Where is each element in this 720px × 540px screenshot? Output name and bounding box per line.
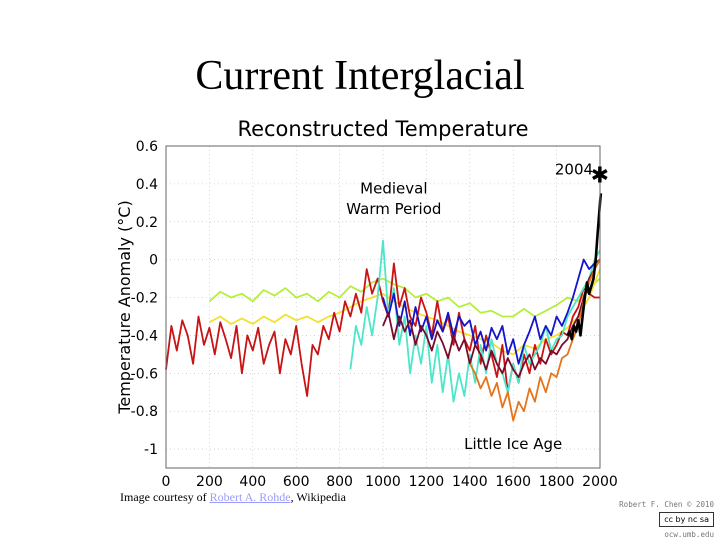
cc-license-icon: cc by nc sa	[659, 512, 714, 527]
y-tick-label: -0.6	[131, 366, 158, 382]
x-tick-label: 800	[326, 474, 353, 490]
y-tick-label: 0.6	[136, 139, 158, 155]
annotation-little-ice-age: Little Ice Age	[464, 435, 562, 453]
y-tick-label: -1	[144, 442, 158, 458]
watermark: Robert F. Chen © 2010 cc by nc sa ocw.um…	[618, 500, 714, 539]
x-tick-label: 400	[239, 474, 266, 490]
annotation-medieval: Medieval	[360, 179, 427, 197]
annotation-2004: 2004	[555, 160, 593, 178]
series-line-reconstruction-cyan	[349, 239, 601, 403]
y-tick-label: -0.4	[131, 328, 158, 344]
x-tick-label: 0	[162, 474, 171, 490]
credit-author-link[interactable]: Robert A. Rohde	[209, 490, 291, 504]
temperature-chart: Reconstructed Temperature 0 200 400 600 800 10…	[115, 117, 618, 490]
credit-suffix: , Wikipedia	[290, 490, 346, 504]
watermark-site: ocw.umb.edu	[664, 530, 714, 539]
annotation-warm-period: Warm Period	[346, 200, 441, 218]
x-tick-label: 1400	[452, 474, 488, 490]
watermark-author: Robert F. Chen © 2010	[619, 500, 714, 509]
image-credit: Image courtesy of Robert A. Rohde, Wikip…	[120, 490, 346, 505]
x-tick-label: 1600	[495, 474, 531, 490]
y-axis-label: Temperature Anomaly (°C)	[115, 200, 134, 414]
series-line-reconstruction-yellowgreen	[208, 277, 601, 318]
y-tick-label: 0.2	[136, 215, 158, 231]
chart-title: Reconstructed Temperature	[237, 117, 528, 141]
series-line-reconstruction-darkred	[382, 259, 601, 379]
x-tick-label: 200	[196, 474, 223, 490]
credit-prefix: Image courtesy of	[120, 490, 210, 504]
series-line-reconstruction-blue	[382, 258, 601, 365]
plot-frame	[165, 145, 601, 469]
y-tick-label: -0.2	[131, 291, 158, 307]
marker-star-icon: ✱	[591, 163, 609, 188]
series-line-reconstruction-red-long	[165, 262, 600, 397]
y-tick-label: 0.4	[136, 177, 158, 193]
x-tick-label: 1800	[539, 474, 575, 490]
slide-title: Current Interglacial	[195, 53, 525, 99]
x-tick-label: 600	[283, 474, 310, 490]
x-tick-label: 2000	[582, 474, 618, 490]
series-line-instrumental-black	[566, 193, 603, 341]
y-tick-label: -0.8	[131, 404, 158, 420]
x-tick-label: 1200	[409, 474, 445, 490]
y-tick-label: 0	[149, 253, 158, 269]
x-tick-label: 1000	[365, 474, 401, 490]
